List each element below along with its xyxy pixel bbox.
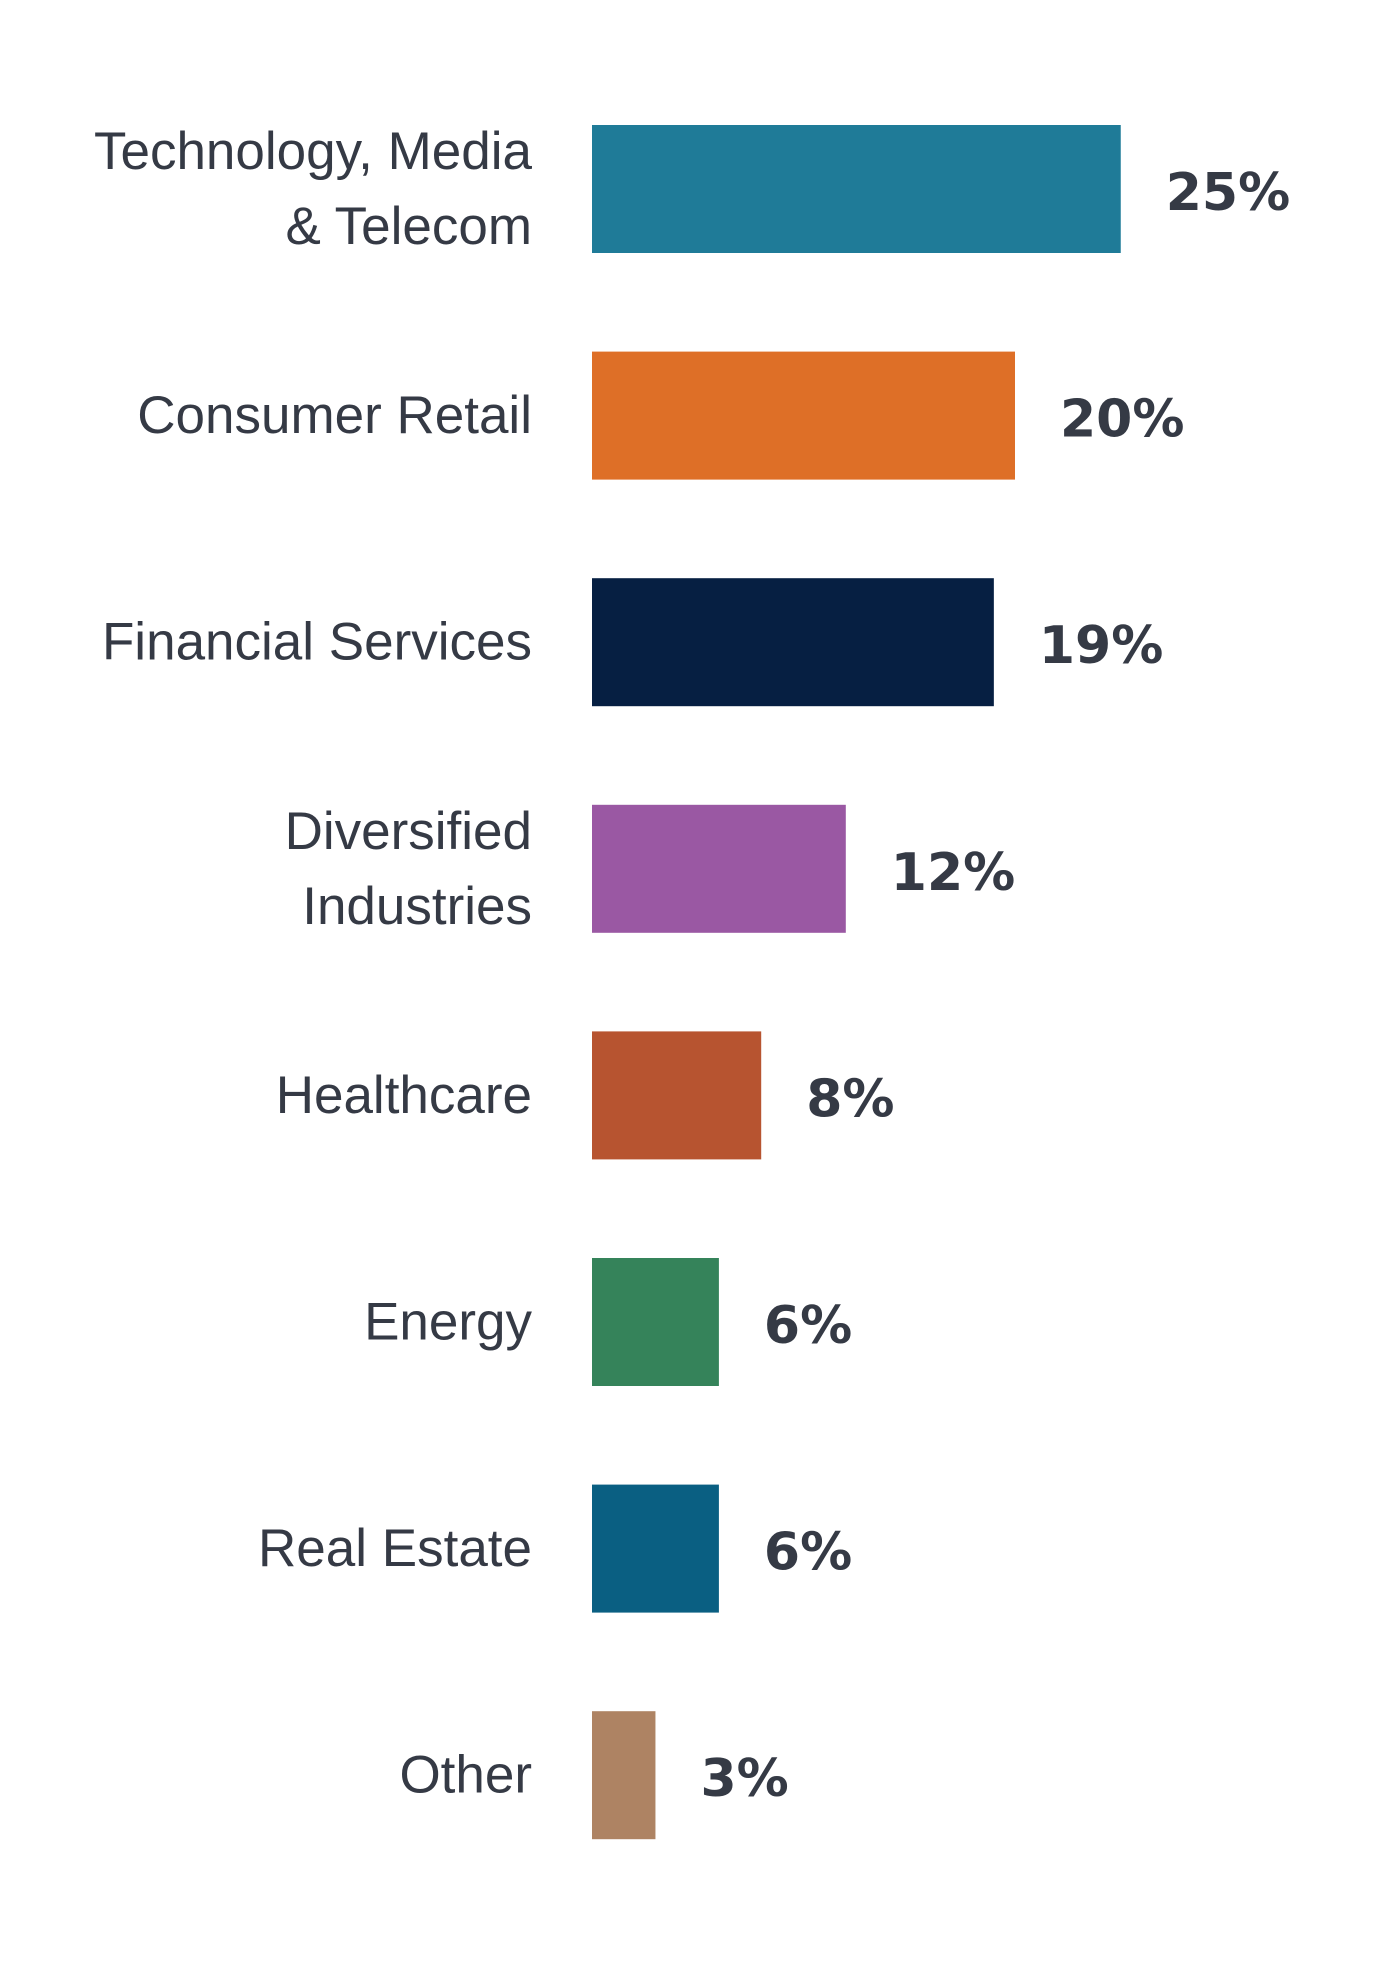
bar-energy xyxy=(592,1258,719,1386)
category-label-technology-media-telecom-line-1: Technology, Media xyxy=(94,122,533,181)
category-label-other: Other xyxy=(399,1746,532,1805)
category-label-diversified-industries-line-1: Diversified xyxy=(285,802,532,861)
bar-diversified-industries xyxy=(592,804,846,933)
value-label-real-estate: 6% xyxy=(764,1523,852,1583)
labels-layer: Technology, Media & Telecom 25% Consumer Re… xyxy=(94,122,1290,1809)
value-label-other: 3% xyxy=(700,1749,788,1809)
category-label-energy: Energy xyxy=(364,1293,532,1352)
category-label-financial-services: Financial Services xyxy=(102,613,532,672)
value-label-financial-services: 19% xyxy=(1039,616,1163,676)
category-label-diversified-industries-line-2: Industries xyxy=(302,877,532,936)
bar-consumer-retail xyxy=(592,351,1015,480)
category-label-technology-media-telecom-line-2: & Telecom xyxy=(286,197,532,256)
bar-financial-services xyxy=(592,578,994,707)
category-label-real-estate: Real Estate xyxy=(258,1519,532,1578)
bar-healthcare xyxy=(592,1031,762,1160)
value-label-energy: 6% xyxy=(764,1296,852,1356)
bar-other xyxy=(592,1711,656,1840)
bar-real-estate xyxy=(592,1484,719,1613)
category-label-healthcare: Healthcare xyxy=(276,1066,532,1125)
bars-layer xyxy=(592,125,1121,1840)
category-label-consumer-retail: Consumer Retail xyxy=(137,386,532,445)
value-label-consumer-retail: 20% xyxy=(1060,390,1184,450)
value-label-healthcare: 8% xyxy=(806,1069,894,1129)
value-label-diversified-industries: 12% xyxy=(891,843,1015,903)
value-label-technology-media-telecom: 25% xyxy=(1166,163,1290,223)
bar-technology-media-telecom xyxy=(592,125,1121,253)
